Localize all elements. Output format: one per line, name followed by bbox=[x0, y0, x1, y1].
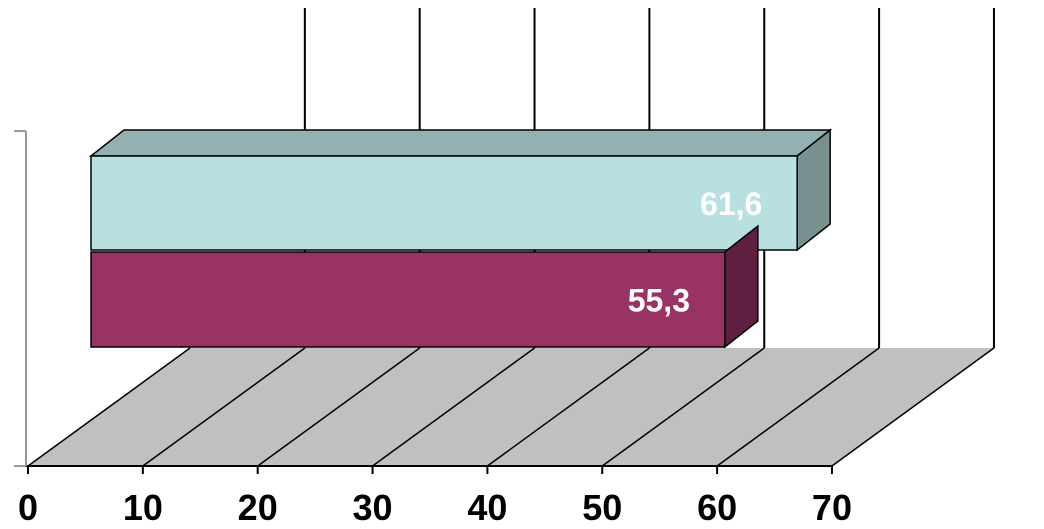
bar-data-label: 55,3 bbox=[628, 283, 690, 319]
bar-2 bbox=[90, 224, 759, 349]
floor-gridline bbox=[142, 347, 306, 467]
bar-1 bbox=[88, 128, 833, 252]
x-tick-label: 50 bbox=[582, 487, 622, 528]
floor-gridline bbox=[831, 347, 995, 467]
floor-gridline bbox=[27, 347, 191, 467]
x-tick-label: 60 bbox=[697, 487, 737, 528]
floor-gridline bbox=[716, 347, 880, 467]
x-tick-label: 70 bbox=[812, 487, 852, 528]
x-tick-label: 30 bbox=[353, 487, 393, 528]
bar-data-label: 61,6 bbox=[700, 186, 762, 222]
floor-gridline bbox=[372, 347, 535, 467]
chart-floor bbox=[28, 348, 994, 466]
bars-layer bbox=[88, 128, 833, 349]
x-tick-label: 20 bbox=[238, 487, 278, 528]
bar-front-face bbox=[90, 155, 798, 251]
floor-gridline bbox=[601, 347, 765, 467]
labels-layer: 0 10 20 30 40 50 60 70 61,6 55,3 bbox=[18, 186, 852, 528]
chart-floor-layer bbox=[28, 348, 994, 466]
floor-gridline bbox=[257, 347, 421, 467]
bar-front-face bbox=[90, 251, 726, 348]
x-tick-label: 0 bbox=[18, 487, 38, 528]
x-tick-label: 40 bbox=[467, 487, 507, 528]
x-tick-label: 10 bbox=[123, 487, 163, 528]
axis-layer bbox=[14, 130, 833, 474]
floor-gridline bbox=[486, 347, 650, 467]
bar-top-face bbox=[88, 129, 833, 157]
